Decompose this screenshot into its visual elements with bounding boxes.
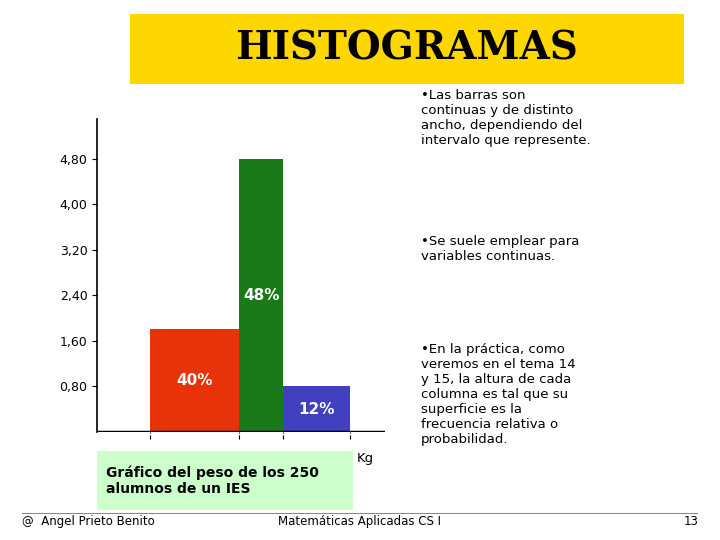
Text: 48%: 48% <box>243 288 279 303</box>
Text: 50-60: 50-60 <box>242 452 280 465</box>
Text: •Se suele emplear para
variables continuas.: •Se suele emplear para variables continu… <box>421 235 580 263</box>
Text: 60-75: 60-75 <box>297 452 336 465</box>
Bar <box>150 329 239 432</box>
Text: Kg: Kg <box>356 452 374 465</box>
Text: Gráfico del peso de los 250
alumnos de un IES: Gráfico del peso de los 250 alumnos de u… <box>106 465 319 496</box>
Bar <box>239 159 283 432</box>
Text: Matemáticas Aplicadas CS I: Matemáticas Aplicadas CS I <box>279 515 441 528</box>
Text: •Las barras son
continuas y de distinto
ancho, dependiendo del
intervalo que rep: •Las barras son continuas y de distinto … <box>421 89 591 147</box>
Text: 30-50: 30-50 <box>176 452 214 465</box>
Text: 40%: 40% <box>176 373 213 388</box>
Text: HISTOGRAMAS: HISTOGRAMAS <box>235 30 578 68</box>
Text: •En la práctica, como
veremos en el tema 14
y 15, la altura de cada
columna es t: •En la práctica, como veremos en el tema… <box>421 343 576 446</box>
Text: 13: 13 <box>683 515 698 528</box>
Text: 12%: 12% <box>298 402 335 417</box>
Bar <box>283 387 350 432</box>
Text: @  Angel Prieto Benito: @ Angel Prieto Benito <box>22 515 154 528</box>
